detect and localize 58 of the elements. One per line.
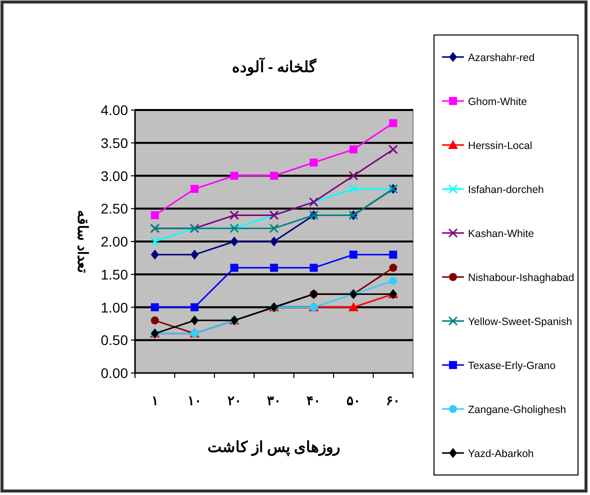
legend-label: Nishabour-Ishaghabad [468,272,574,284]
point [230,210,240,220]
x-tick-label: ۵۰ [346,393,360,408]
point [310,158,318,167]
legend-label: Azarshahr-red [468,52,535,64]
point [190,184,199,193]
point [150,316,159,324]
y-tick-label: 4.00 [100,102,128,118]
y-tick-label: 0.50 [100,332,128,348]
point [389,250,398,259]
point [270,172,278,180]
point [190,303,199,312]
y-tick-label: 3.00 [100,168,128,184]
legend-label: Yazd-Abarkoh [468,448,534,460]
point [270,236,278,246]
legend-label: Zangane-Gholighesh [468,404,566,416]
point [269,224,279,234]
legend-label: Yellow-Sweet-Spanish [468,316,572,328]
legend-label: Herssin-Local [468,140,532,152]
point [150,303,159,312]
x-tick-label: ۴۰ [306,393,321,408]
point [150,211,159,220]
chart-title: گلخانه - آلوده [232,57,318,76]
legend-label: Texase-Erly-Grano [468,360,556,372]
point [190,315,199,326]
y-axis-title: تعداد ساقه [75,210,91,273]
point [389,276,398,285]
x-tick-label: ۱ [151,393,158,408]
x-tick-label: ۱۰ [188,393,202,408]
point [348,184,358,194]
point [270,264,278,272]
legend-label: Kashan-White [468,228,534,240]
point [348,171,358,180]
y-tick-label: 1.50 [100,266,128,282]
y-tick-label: 0.00 [100,365,128,381]
y-tick-label: 2.00 [100,234,128,250]
x-tick-label: ۳۰ [267,393,281,408]
legend-label: Isfahan-dorcheh [468,184,544,196]
point [230,236,238,246]
point [150,236,160,246]
y-tick-label: 1.00 [100,299,128,316]
x-tick-label: ۲۰ [227,393,242,408]
point [389,264,398,272]
point [310,264,318,272]
y-tick-label: 2.50 [100,200,128,217]
point [150,250,159,260]
point [190,250,199,260]
x-axis-title: روزهای پس از کاشت [208,439,340,457]
point [389,119,398,128]
y-tick-label: 3.50 [100,134,128,151]
point [349,145,358,154]
x-tick-label: ۶۰ [386,393,400,408]
point [230,264,238,272]
point [230,172,238,180]
point [349,250,358,259]
point [348,302,358,312]
legend-label: Ghom-White [468,96,528,108]
point [388,144,398,154]
